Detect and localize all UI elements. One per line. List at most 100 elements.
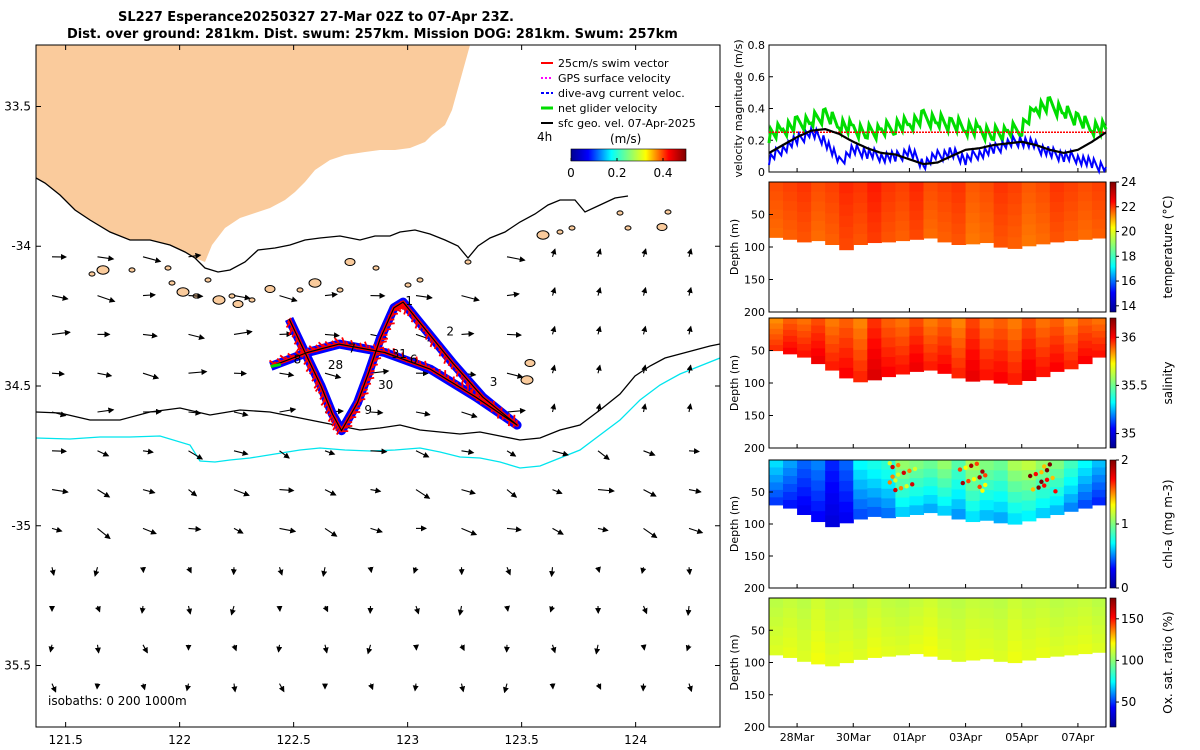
profile-colorbar bbox=[1109, 317, 1117, 449]
chl-hotspot bbox=[1053, 489, 1058, 494]
profile-cell bbox=[1063, 343, 1079, 353]
colorbar-tick-label: 1 bbox=[1121, 517, 1129, 531]
profile-cell bbox=[1063, 201, 1079, 212]
profile-cell bbox=[1021, 500, 1037, 512]
profile-cell bbox=[993, 361, 1009, 373]
chl-hotspot bbox=[904, 484, 909, 489]
profile-cell bbox=[783, 220, 798, 231]
colorbar-tick-label: 150 bbox=[1121, 612, 1144, 626]
profile-cell bbox=[937, 231, 953, 243]
legend-label-diveavg: dive-avg current veloc. bbox=[558, 87, 685, 100]
profile-cell bbox=[1049, 627, 1065, 638]
profile-cell bbox=[923, 219, 939, 230]
geostrophic-vector bbox=[51, 294, 69, 301]
profile-cell bbox=[1077, 318, 1093, 327]
profile-cell bbox=[881, 646, 896, 657]
profile-cell bbox=[839, 204, 854, 217]
profile-cell bbox=[881, 488, 896, 499]
geostrophic-vector bbox=[49, 567, 56, 576]
geostrophic-vector bbox=[142, 292, 156, 299]
profile-cell bbox=[937, 460, 953, 470]
profile-ylabel: Depth (m) bbox=[728, 219, 741, 275]
profile-cell bbox=[797, 350, 812, 358]
profile-cell bbox=[909, 326, 925, 337]
profile-cell bbox=[1063, 485, 1079, 495]
profile-cell bbox=[811, 619, 826, 632]
profile-ytick-label: 150 bbox=[744, 550, 765, 563]
swim-vector bbox=[341, 337, 346, 344]
profile-cell bbox=[993, 501, 1009, 513]
profile-cell bbox=[783, 318, 798, 325]
profile-cell bbox=[867, 647, 882, 658]
swim-vector bbox=[331, 420, 336, 427]
profile-cell bbox=[783, 201, 798, 212]
swim-vector bbox=[403, 308, 407, 315]
geostrophic-vector bbox=[506, 331, 522, 338]
profile-cell bbox=[951, 650, 967, 662]
profile-cell bbox=[965, 192, 981, 204]
geostrophic-vector bbox=[459, 683, 466, 693]
geostrophic-vector bbox=[597, 450, 610, 461]
profile-ytick-label: 100 bbox=[744, 657, 765, 670]
geostrophic-vector bbox=[279, 371, 295, 378]
profile-cell bbox=[951, 327, 967, 339]
profile-cell bbox=[993, 192, 1009, 205]
profile-cell bbox=[951, 234, 967, 245]
profile-cell bbox=[965, 639, 981, 651]
profile-cell bbox=[993, 491, 1009, 503]
island bbox=[556, 229, 564, 235]
profile-cell bbox=[811, 630, 826, 643]
geostrophic-vector bbox=[506, 407, 526, 414]
swim-vector bbox=[335, 429, 341, 436]
profile-cell bbox=[825, 326, 840, 336]
profile-cell bbox=[909, 335, 925, 346]
profile-cell bbox=[867, 192, 882, 203]
profile-cell bbox=[1077, 598, 1093, 608]
profile-cell bbox=[853, 618, 868, 630]
profile-cell bbox=[965, 480, 981, 492]
profile-cell bbox=[839, 193, 854, 206]
profile-cell bbox=[951, 192, 967, 204]
profile-cell bbox=[1035, 598, 1051, 609]
profile-cell bbox=[1021, 224, 1037, 236]
profile-cell bbox=[1091, 643, 1107, 653]
map-title-line2: Dist. over ground: 281km. Dist. swum: 25… bbox=[67, 27, 678, 42]
profile-cell bbox=[895, 211, 911, 222]
profile-cell bbox=[937, 191, 953, 203]
profile-cell bbox=[881, 607, 896, 618]
profile-cell bbox=[923, 617, 939, 628]
profile-cell bbox=[867, 222, 882, 233]
colorbar-tick-label: 20 bbox=[1121, 225, 1136, 239]
geostrophic-vector bbox=[324, 332, 340, 339]
profile-cell bbox=[1007, 470, 1023, 482]
profile-cell bbox=[853, 469, 868, 481]
island bbox=[464, 259, 472, 265]
legend-interval-label: 4h bbox=[537, 130, 552, 144]
profile-cell bbox=[783, 617, 798, 629]
profile-cell bbox=[909, 634, 925, 645]
colorbar-tick-label: 0.2 bbox=[607, 166, 626, 180]
geostrophic-vector bbox=[233, 450, 249, 456]
time-tick-label: 28Mar bbox=[780, 731, 815, 744]
legend-label-net: net glider velocity bbox=[558, 102, 658, 115]
profile-cell bbox=[1063, 598, 1079, 609]
profile-cell bbox=[797, 640, 812, 652]
profile-cell bbox=[923, 503, 939, 514]
profile-cell bbox=[839, 512, 854, 524]
geostrophic-vector bbox=[48, 644, 55, 653]
profile-cell bbox=[895, 318, 911, 328]
geostrophic-vector bbox=[412, 683, 419, 692]
profile-cell bbox=[881, 182, 896, 193]
geostrophic-vector bbox=[139, 605, 146, 614]
profile-cell bbox=[881, 211, 896, 223]
profile-cell bbox=[825, 213, 840, 225]
profile-cell bbox=[853, 234, 868, 245]
profile-cell bbox=[1077, 355, 1093, 365]
profile-cell bbox=[881, 337, 896, 348]
swim-vector bbox=[297, 347, 304, 353]
swim-vector bbox=[327, 416, 333, 423]
profile-cell bbox=[895, 221, 911, 232]
profile-cell bbox=[797, 344, 812, 352]
profile-cell bbox=[993, 470, 1009, 482]
profile-cell bbox=[1077, 340, 1093, 349]
